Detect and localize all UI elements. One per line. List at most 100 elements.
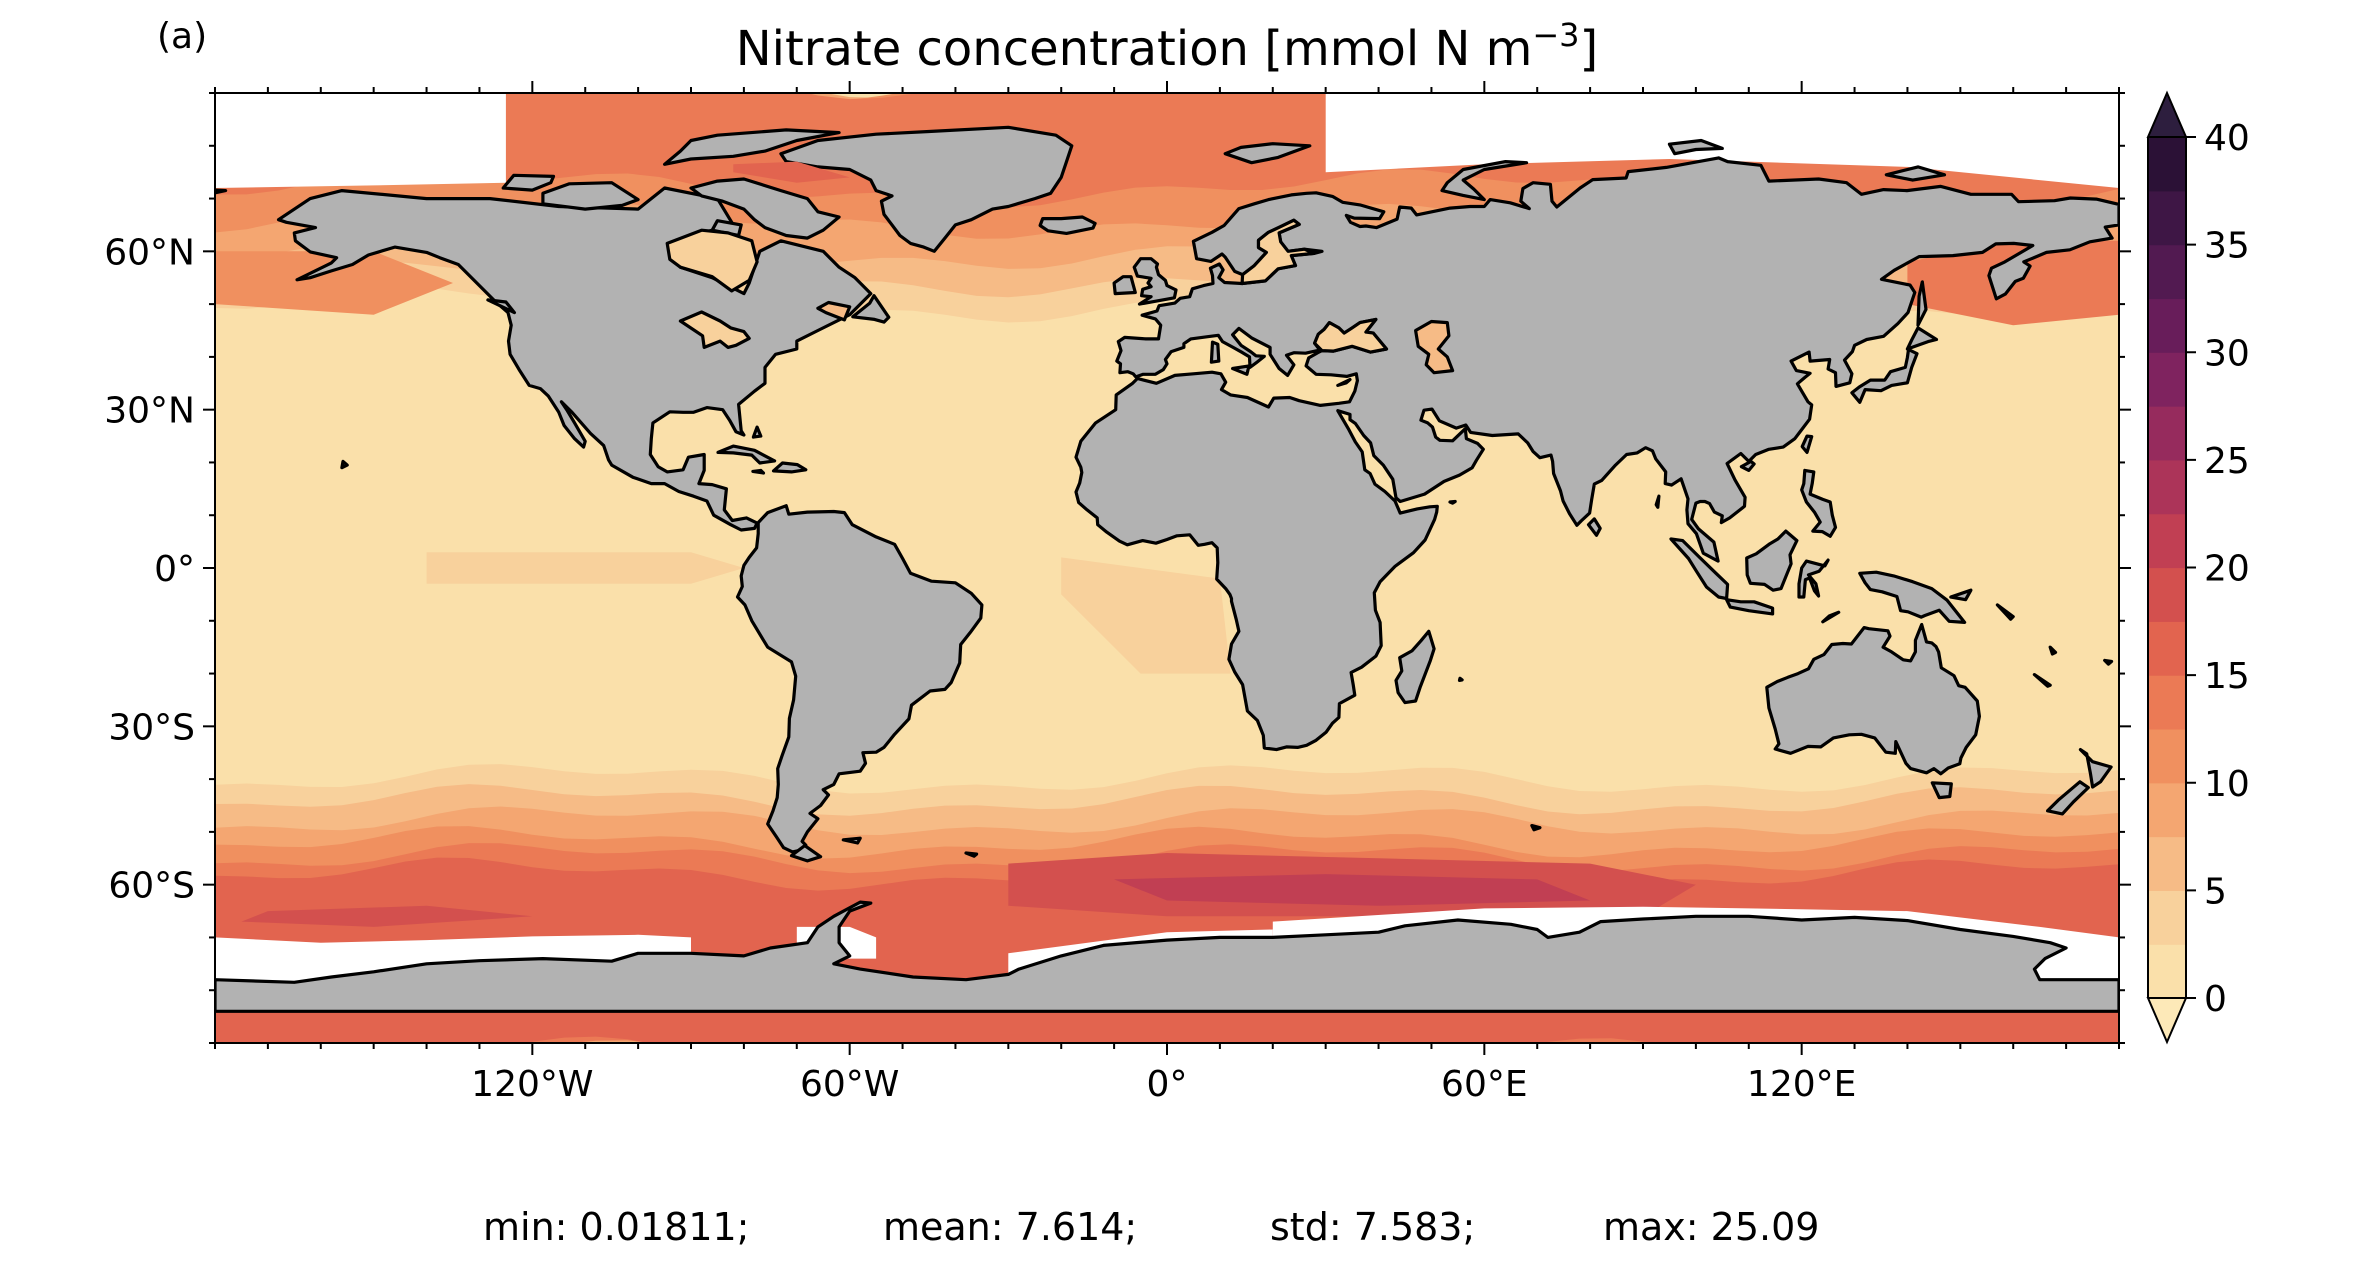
land-zanzibar bbox=[1457, 676, 1464, 683]
colorbar-tick-label: 20 bbox=[2204, 549, 2250, 590]
stat-max: max: 25.09 bbox=[1603, 1205, 1820, 1249]
colorbar-segment bbox=[2148, 406, 2186, 461]
colorbar-segment bbox=[2148, 836, 2186, 891]
water-caspian-sea bbox=[1413, 319, 1455, 375]
missing-data-area bbox=[215, 93, 506, 188]
water-black-sea bbox=[1312, 317, 1389, 354]
land-uk bbox=[1132, 257, 1178, 306]
land-svalbard bbox=[1223, 142, 1312, 165]
land-philippines bbox=[1800, 468, 1838, 538]
land-ellesmere bbox=[662, 128, 841, 166]
colorbar-segment bbox=[2148, 675, 2186, 730]
water-great-lakes bbox=[678, 310, 751, 349]
colorbar-segment bbox=[2148, 298, 2186, 353]
colorbar-extend-min bbox=[2146, 997, 2188, 1045]
land-north-america bbox=[276, 186, 873, 532]
high-nitrate-patch bbox=[426, 552, 744, 584]
lon-tick-label: 60°W bbox=[800, 1064, 899, 1105]
map-panel bbox=[215, 93, 2119, 1043]
land-new-zealand-n bbox=[2078, 747, 2113, 789]
colorbar-segment bbox=[2148, 890, 2186, 945]
high-nitrate-patch bbox=[1061, 557, 1231, 674]
land-new-guinea bbox=[1858, 570, 1967, 625]
land-victoria-island bbox=[541, 181, 640, 211]
colorbar-segment bbox=[2148, 621, 2186, 676]
land-madagascar bbox=[1394, 629, 1436, 705]
land-japan bbox=[1850, 347, 1919, 404]
water-gulf-of-st-lawrence bbox=[816, 300, 852, 322]
high-nitrate-patch bbox=[1114, 874, 1591, 906]
land-fiji bbox=[2103, 658, 2114, 666]
land-tierra-del-fuego bbox=[789, 843, 823, 863]
land-vanuatu bbox=[2048, 645, 2058, 656]
water-baffin-bay bbox=[733, 161, 850, 183]
colorbar-segment bbox=[2148, 459, 2186, 515]
missing-data-area bbox=[1325, 93, 2119, 188]
land-hokkaido bbox=[1905, 326, 1939, 351]
colorbar-tick-label: 5 bbox=[2204, 871, 2227, 912]
land-hispaniola bbox=[771, 461, 808, 474]
land-sardinia-corsica bbox=[1209, 340, 1221, 364]
colorbar-segment bbox=[2148, 352, 2186, 407]
colorbar-segment bbox=[2148, 728, 2186, 784]
land-java bbox=[1724, 598, 1775, 616]
land-ireland bbox=[1112, 275, 1137, 296]
stat-mean: mean: 7.614; bbox=[883, 1205, 1138, 1249]
lon-tick-label: 120°W bbox=[471, 1064, 593, 1105]
land-sulawesi bbox=[1797, 558, 1830, 599]
stat-std: std: 7.583; bbox=[1270, 1205, 1476, 1249]
land-puerto-jamaica bbox=[751, 468, 766, 475]
land-bahamas bbox=[751, 425, 763, 439]
lon-tick-label: 0° bbox=[1147, 1064, 1188, 1105]
high-nitrate-patch bbox=[215, 251, 453, 315]
colorbar-segment bbox=[2148, 513, 2186, 569]
land-crete-cyprus bbox=[1336, 378, 1352, 387]
colorbar-segment bbox=[2148, 567, 2186, 622]
land-timor bbox=[1821, 610, 1841, 624]
land-falklands bbox=[841, 836, 862, 845]
lat-tick-label: 60°N bbox=[104, 232, 195, 273]
land-hainan bbox=[1739, 459, 1756, 472]
land-sri-lanka bbox=[1586, 517, 1602, 537]
lat-tick-label: 30°N bbox=[104, 391, 195, 432]
colorbar-tick-label: 25 bbox=[2204, 441, 2250, 482]
colorbar-tick-label: 40 bbox=[2204, 118, 2250, 159]
colorbar-extend-max bbox=[2146, 90, 2188, 138]
land-severnaya-zemlya bbox=[1667, 138, 1724, 156]
land-taiwan bbox=[1800, 434, 1814, 454]
land-tasmania bbox=[1930, 781, 1953, 800]
colorbar-segment bbox=[2148, 944, 2186, 999]
colorbar-segment bbox=[2148, 137, 2186, 192]
land-hawaii bbox=[340, 459, 349, 470]
colorbar-segment bbox=[2148, 190, 2186, 246]
colorbar-tick-label: 30 bbox=[2204, 333, 2250, 374]
lon-tick-label: 120°E bbox=[1747, 1064, 1856, 1105]
land-banks-island bbox=[501, 173, 556, 192]
land-mask bbox=[215, 125, 2119, 1013]
water-hudson-bay bbox=[665, 228, 759, 293]
land-south-georgia bbox=[964, 851, 979, 858]
land-cuba bbox=[716, 444, 777, 465]
lat-tick-label: 0° bbox=[154, 549, 195, 590]
chart-title: Nitrate concentration [mmol N m−3] bbox=[736, 16, 1599, 77]
land-borneo bbox=[1745, 529, 1799, 592]
stat-min: min: 0.01811; bbox=[483, 1205, 750, 1249]
land-south-america bbox=[735, 504, 984, 854]
land-new-caledonia bbox=[2032, 672, 2052, 688]
high-nitrate-patch bbox=[241, 905, 533, 927]
land-new-zealand-s bbox=[2045, 780, 2090, 816]
colorbar-tick-label: 15 bbox=[2204, 656, 2250, 697]
map-axes: 60°N 30°N 0° 30°S 60°S 120°W 60°W 0° 60°E 120°E bbox=[104, 81, 2131, 1105]
land-new-siberian bbox=[1884, 165, 1947, 182]
land-iceland bbox=[1038, 215, 1097, 235]
land-newfoundland bbox=[851, 294, 891, 324]
colorbar-segment bbox=[2148, 782, 2186, 838]
land-baffin bbox=[689, 177, 841, 240]
lat-tick-label: 60°S bbox=[108, 866, 195, 907]
land-sicily bbox=[1230, 364, 1251, 376]
land-andaman bbox=[1654, 494, 1661, 509]
land-australia bbox=[1765, 622, 1982, 776]
colorbar-tick-label: 0 bbox=[2204, 979, 2227, 1020]
land-solomons bbox=[1995, 603, 2015, 621]
